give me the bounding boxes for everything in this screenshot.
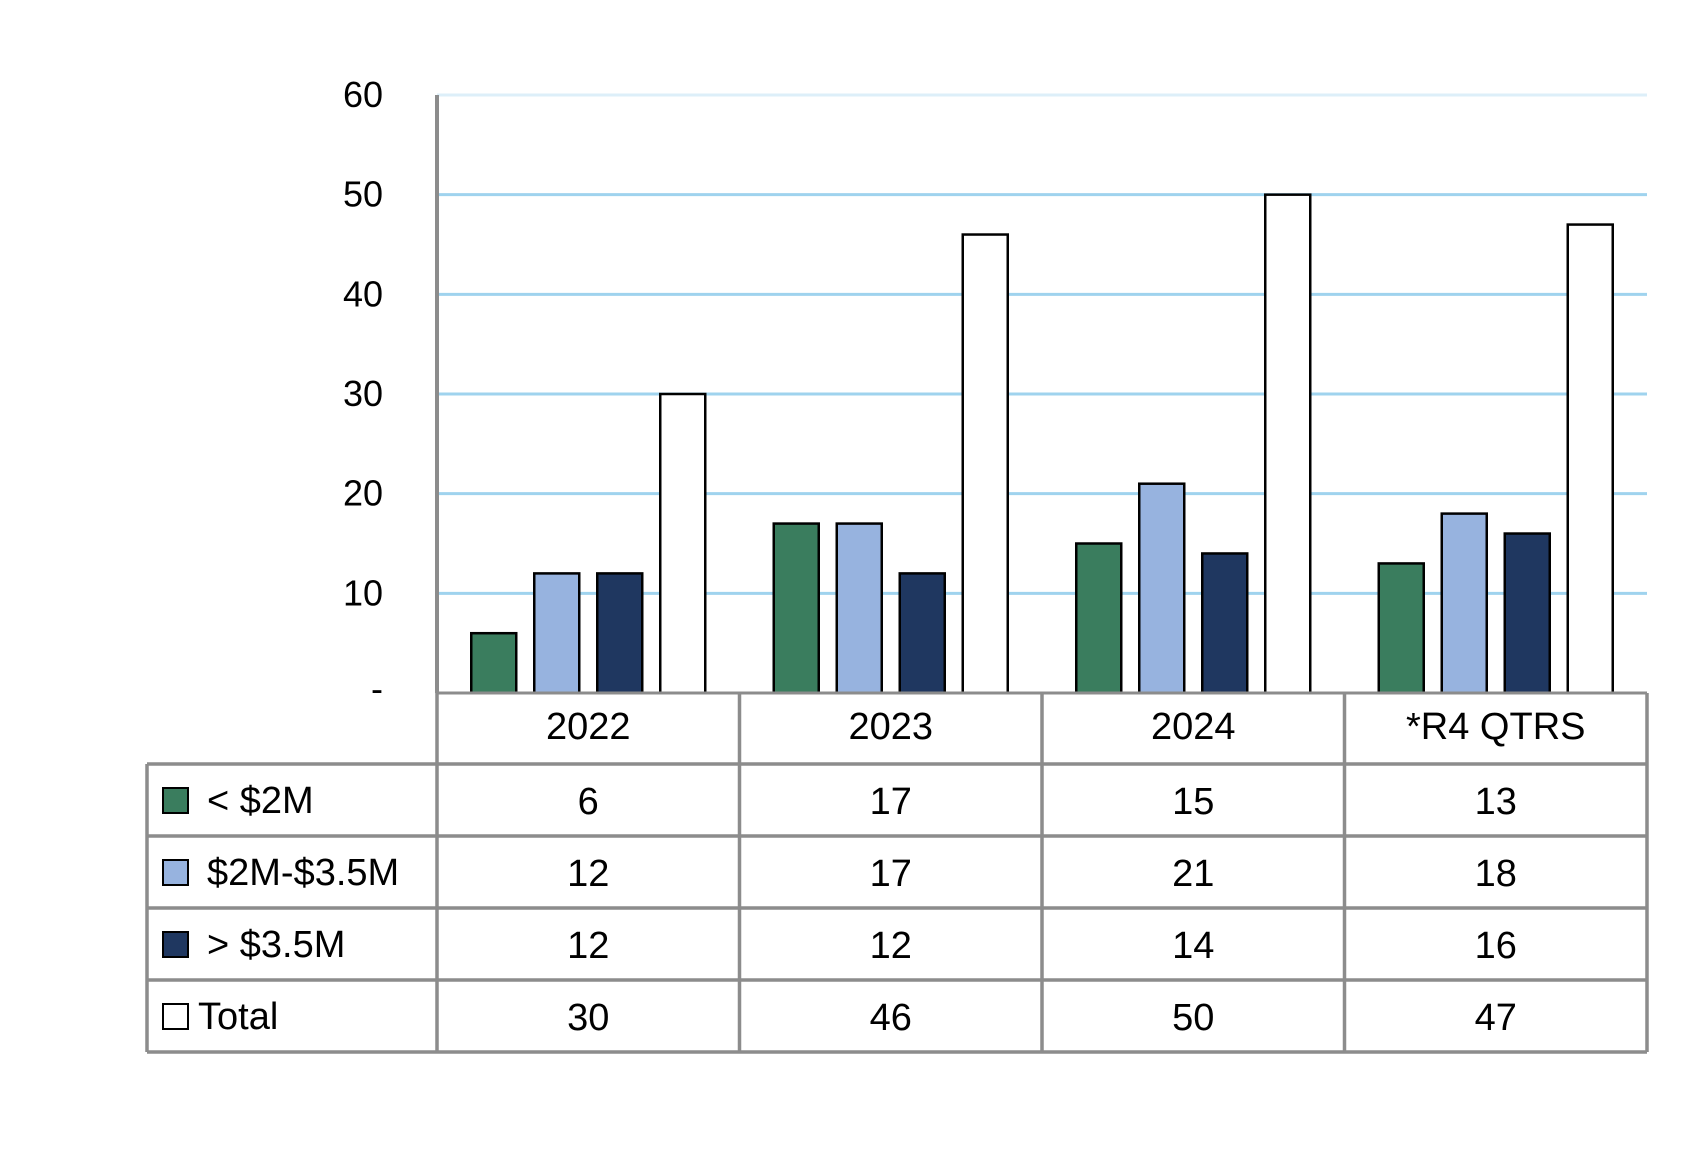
legend-label: Total — [198, 996, 278, 1038]
bar-1-2024 — [1075, 542, 1123, 695]
legend-label: $2M-$3.5M — [207, 852, 399, 894]
data-label: 17 — [870, 781, 912, 823]
bar-2-2023 — [835, 522, 883, 695]
y-tick-label: 50 — [343, 174, 383, 215]
legend-label: > $3.5M — [207, 924, 345, 966]
bar-2-R4QTRS — [1440, 512, 1488, 695]
bar-1-2023 — [772, 522, 820, 695]
bar-4-2023 — [961, 233, 1009, 695]
data-label: 13 — [1475, 781, 1517, 823]
bar-1-R4QTRS — [1377, 562, 1425, 695]
y-tick-label: 20 — [343, 473, 383, 514]
y-tick-label: - — [371, 668, 383, 709]
axes: - 10 20 30 40 50 60 — [343, 74, 1647, 709]
data-label: 12 — [870, 925, 912, 967]
x-category-label: 2022 — [546, 706, 631, 748]
data-label: 15 — [1172, 781, 1214, 823]
y-tick-label: 60 — [343, 74, 383, 115]
data-label: 47 — [1475, 997, 1517, 1039]
bar-3-2023 — [898, 572, 946, 695]
y-tick-label: 30 — [343, 373, 383, 414]
legend-label: < $2M — [207, 780, 314, 822]
bar-4-2024 — [1264, 193, 1312, 695]
legend-swatch-3 — [162, 931, 189, 958]
bar-2-2024 — [1138, 482, 1186, 695]
bar-4-2022 — [659, 392, 707, 695]
data-label: 30 — [567, 997, 609, 1039]
data-table: 2022 2023 2024 *R4 QTRS < $2M 6 17 15 13 $2M-$3.5… — [145, 693, 1649, 1054]
data-label: 50 — [1172, 997, 1214, 1039]
bar-3-R4QTRS — [1503, 532, 1551, 695]
data-label: 12 — [567, 853, 609, 895]
data-label: 46 — [870, 997, 912, 1039]
y-tick-label: 40 — [343, 273, 383, 314]
data-label: 6 — [578, 781, 599, 823]
x-category-label: 2024 — [1151, 706, 1236, 748]
legend-swatch-2 — [162, 859, 189, 886]
data-label: 12 — [567, 925, 609, 967]
bar-3-2022 — [596, 572, 644, 695]
bar-4-R4QTRS — [1566, 223, 1614, 695]
data-label: 21 — [1172, 853, 1214, 895]
data-label: 14 — [1172, 925, 1214, 967]
x-category-label: 2023 — [848, 706, 933, 748]
legend-swatch-1 — [162, 787, 189, 814]
bars — [470, 193, 1614, 695]
bar-3-2024 — [1201, 552, 1249, 695]
legend-swatch-4 — [162, 1003, 189, 1030]
x-category-label: *R4 QTRS — [1406, 706, 1585, 748]
data-label: 18 — [1475, 853, 1517, 895]
data-label: 17 — [870, 853, 912, 895]
bar-2-2022 — [533, 572, 581, 695]
data-label: 16 — [1475, 925, 1517, 967]
y-tick-label: 10 — [343, 572, 383, 613]
bar-1-2022 — [470, 631, 518, 695]
